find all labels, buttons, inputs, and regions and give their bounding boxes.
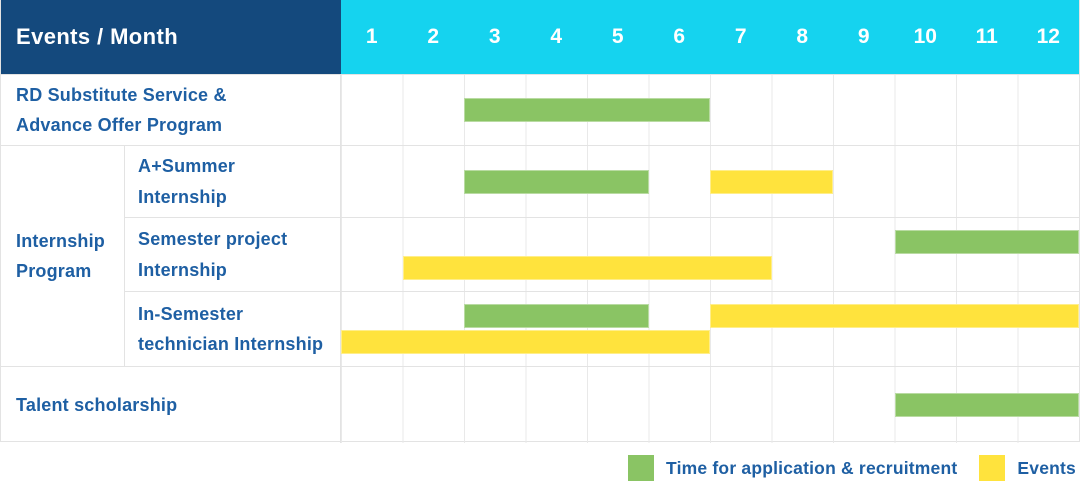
row-label-line: Advance Offer Program [16,115,223,135]
month-header-cell: 10 [913,25,937,48]
row-label-line: Semester project [138,229,288,250]
gantt-table: Events / Month 1 2 3 4 5 6 7 8 9 10 11 12 RD Substi… [0,0,1080,443]
month-header-cell: 12 [1036,25,1060,48]
gantt-bar-yellow [402,255,772,280]
month-header-cell: 5 [611,25,624,48]
legend-yellow-swatch [979,455,1006,481]
gantt-row-bars [341,292,1079,366]
row-a-summer-internship: A+Summer Internship [125,146,1079,217]
month-header-cell: 7 [734,25,747,48]
row-label-rd-substitute: RD Substitute Service & Advance Offer Pr… [1,75,341,145]
row-talent-scholarship: Talent scholarship [1,366,1079,443]
internship-program-group: Internship Program A+Summer Internship S… [1,145,1079,366]
gantt-bar-yellow [341,330,710,354]
month-header-cell: 2 [427,25,440,48]
legend: Time for application & recruitment Event… [0,442,1080,494]
gantt-bar-green [894,229,1079,254]
month-header-cell: 3 [488,25,501,48]
group-label-internship-program: Internship Program [1,146,125,366]
gantt-bar-green [464,169,649,194]
row-label-line: In-Semester [138,303,244,324]
legend-green-swatch [628,455,655,481]
gantt-bar-green [894,393,1079,417]
row-label-in-semester-technician-internship: In-Semester technician Internship [125,292,341,366]
row-label-semester-project-internship: Semester project Internship [125,218,341,291]
events-month-header: Events / Month [1,0,341,74]
row-label-line: A+Summer [138,156,236,177]
row-label-talent-scholarship: Talent scholarship [1,367,341,443]
row-label-a-summer-internship: A+Summer Internship [125,146,341,217]
month-header-cell: 4 [550,25,563,48]
row-label-line: Internship [138,186,228,207]
month-header-cell: 11 [975,25,998,48]
gantt-row-bars [341,146,1079,217]
month-header: 1 2 3 4 5 6 7 8 9 10 11 12 [341,0,1079,74]
legend-green-label: Time for application & recruitment [666,457,958,478]
gantt-row-bars [341,367,1079,443]
row-label-line: Talent scholarship [16,394,178,415]
group-label-line: Program [16,261,92,281]
gantt-bar-yellow [710,169,833,194]
row-label-line: technician Internship [138,334,324,354]
month-header-cell: 6 [673,25,686,48]
internship-program-subrows: A+Summer Internship Semester project Int… [125,146,1079,366]
row-label-line: Internship [138,259,228,280]
row-label-line: RD Substitute Service & [16,84,227,105]
row-rd-substitute: RD Substitute Service & Advance Offer Pr… [1,74,1079,145]
month-header-cell: 1 [365,25,378,48]
gantt-bar-yellow [710,304,1079,328]
group-label-line: Internship [16,230,106,251]
month-header-cell: 9 [857,25,870,48]
gantt-bar-green [464,304,649,328]
gantt-bar-green [464,98,710,122]
row-semester-project-internship: Semester project Internship [125,217,1079,291]
table-header-row: Events / Month 1 2 3 4 5 6 7 8 9 10 11 12 [1,0,1079,74]
gantt-row-bars [341,218,1079,291]
row-in-semester-technician-internship: In-Semester technician Internship [125,291,1079,366]
gantt-row-bars [341,75,1079,145]
month-header-cell: 8 [796,25,809,48]
legend-yellow-label: Events [1017,457,1076,478]
